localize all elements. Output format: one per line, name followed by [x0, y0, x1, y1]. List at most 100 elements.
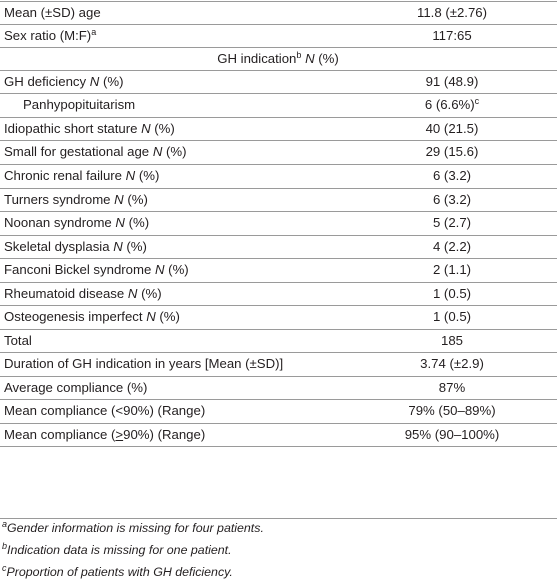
table-row: Skeletal dysplasia N (%) 4 (2.2) — [0, 236, 557, 259]
table-row: Mean (±SD) age 11.8 (±2.76) — [0, 2, 557, 25]
label-text: Duration of GH indication in years [Mean… — [4, 356, 284, 371]
label-tail: (%) — [150, 121, 175, 136]
table-row: Turners syndrome N (%) 6 (3.2) — [0, 189, 557, 212]
row-divider — [0, 211, 557, 212]
value-text: 117:65 — [432, 28, 472, 43]
top-rule — [0, 1, 557, 2]
row-label: Duration of GH indication in years [Mean… — [4, 356, 283, 371]
table-row: Panhypopituitarism 6 (6.6%)c — [0, 94, 557, 117]
label-text: Fanconi Bickel syndrome — [4, 262, 152, 277]
row-value: 40 (21.5) — [426, 121, 479, 136]
row-value: 95% (90–100%) — [405, 427, 500, 442]
row-label: Mean compliance (>90%) (Range) — [4, 427, 205, 442]
value-text: 1 (0.5) — [432, 309, 472, 324]
footnote-mark: c — [2, 563, 7, 573]
label-italic: N — [151, 262, 165, 277]
table-row: Rheumatoid disease N (%) 1 (0.5) — [0, 283, 557, 306]
row-divider — [0, 352, 557, 353]
label-tail: (%) — [155, 309, 180, 324]
row-value: 6 (3.2) — [433, 192, 471, 207]
value-text: 185 — [440, 333, 464, 348]
value-text: 79% (50–89%) — [408, 403, 496, 418]
row-value: 11.8 (±2.76) — [417, 5, 487, 20]
label-text: Mean compliance (<90%) (Range) — [4, 403, 206, 418]
row-divider — [0, 329, 557, 330]
label-text: Mean (±SD) age — [4, 5, 101, 20]
label-italic: N — [137, 121, 151, 136]
label-italic: N — [111, 215, 125, 230]
label-tail: (%) — [135, 168, 160, 183]
row-value: 4 (2.2) — [433, 239, 471, 254]
row-label: Panhypopituitarism — [23, 97, 135, 112]
row-value: 1 (0.5) — [433, 309, 471, 324]
footnote: aGender information is missing for four … — [2, 519, 264, 536]
label-text: Sex ratio (M:F) — [4, 28, 92, 43]
value-text: 11.8 (±2.76) — [416, 5, 488, 20]
row-divider — [0, 188, 557, 189]
label-tail: (%) — [122, 239, 147, 254]
row-value: 117:65 — [432, 28, 471, 43]
label-tail: (%) — [123, 192, 148, 207]
value-text: 1 (0.5) — [432, 286, 472, 301]
value-text: 6 (3.2) — [432, 168, 472, 183]
footnote-mark: c — [474, 96, 480, 106]
label-text: Idiopathic short stature — [4, 121, 138, 136]
row-divider — [0, 235, 557, 236]
row-label: Mean (±SD) age — [4, 5, 101, 20]
footnote-text: Indication data is missing for one patie… — [7, 543, 232, 557]
value-text: 5 (2.7) — [432, 215, 472, 230]
label-italic: N — [86, 74, 100, 89]
footnote-text: Proportion of patients with GH deficienc… — [6, 565, 233, 579]
footnote-mark: a — [91, 27, 97, 37]
label-text: Rheumatoid disease — [4, 286, 125, 301]
row-label: Mean compliance (<90%) (Range) — [4, 403, 205, 418]
footnote-mark: b — [296, 50, 302, 60]
row-label: Skeletal dysplasia N (%) — [4, 239, 147, 254]
label-tail: (%) — [314, 51, 339, 66]
row-label: Total — [4, 333, 32, 348]
row-divider — [0, 93, 557, 94]
footnote-mark: a — [2, 519, 8, 529]
row-value: 185 — [441, 333, 463, 348]
table-row: Duration of GH indication in years [Mean… — [0, 353, 557, 376]
label-text: Panhypopituitarism — [23, 97, 136, 112]
row-divider — [0, 446, 557, 447]
value-text: 3.74 (±2.9) — [420, 356, 484, 371]
row-label: Rheumatoid disease N (%) — [4, 286, 162, 301]
label-italic: N — [110, 192, 124, 207]
row-label: Osteogenesis imperfect N (%) — [4, 309, 180, 324]
value-text: 6 (6.6%) — [424, 97, 475, 112]
row-label: Noonan syndrome N (%) — [4, 215, 149, 230]
row-label: Fanconi Bickel syndrome N (%) — [4, 262, 189, 277]
row-value: 5 (2.7) — [433, 215, 471, 230]
row-divider — [0, 258, 557, 259]
section-label: GH indicationb N (%) — [217, 50, 339, 67]
label-italic: N — [149, 144, 163, 159]
row-label: Sex ratio (M:F)a — [4, 27, 97, 44]
label-text: Mean compliance ( — [4, 427, 116, 442]
table-row: Noonan syndrome N (%) 5 (2.7) — [0, 212, 557, 235]
row-divider — [0, 117, 557, 118]
label-italic: N — [122, 168, 136, 183]
row-value: 2 (1.1) — [433, 262, 471, 277]
row-value: 79% (50–89%) — [408, 403, 495, 418]
value-text: 87% — [438, 380, 466, 395]
label-italic: N — [124, 286, 138, 301]
label-italic: N — [109, 239, 123, 254]
value-text: 95% (90–100%) — [404, 427, 500, 442]
value-text: 4 (2.2) — [432, 239, 472, 254]
row-divider — [0, 70, 557, 71]
label-symbol: > — [115, 427, 124, 442]
row-value: 6 (6.6%)c — [424, 96, 480, 113]
value-text: 91 (48.9) — [425, 74, 479, 89]
label-italic: N — [301, 51, 315, 66]
footnote-mark: b — [2, 541, 8, 551]
table-row: GH deficiency N (%) 91 (48.9) — [0, 71, 557, 94]
table-row: Fanconi Bickel syndrome N (%) 2 (1.1) — [0, 259, 557, 282]
label-tail: (%) — [164, 262, 189, 277]
row-value: 29 (15.6) — [426, 144, 479, 159]
footnote: bIndication data is missing for one pati… — [2, 541, 232, 558]
row-divider — [0, 24, 557, 25]
label-text: Average compliance (%) — [4, 380, 148, 395]
